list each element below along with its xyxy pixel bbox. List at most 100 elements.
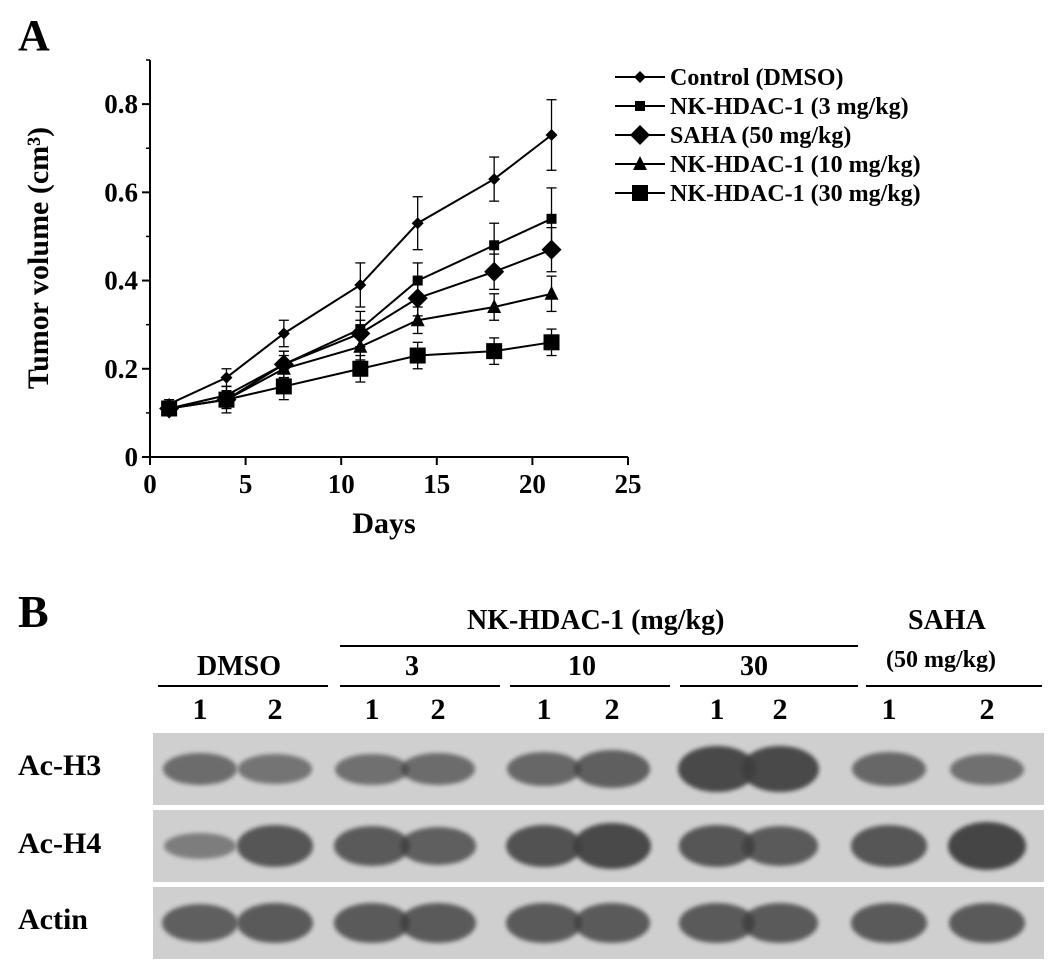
lane-number: 1 — [536, 693, 552, 726]
blot-band — [950, 753, 1024, 785]
dose-3-label: 3 — [405, 651, 419, 682]
data-point — [484, 261, 505, 282]
data-point — [161, 400, 178, 417]
lane-number: 2 — [772, 693, 788, 726]
data-point — [487, 299, 502, 314]
data-point — [489, 240, 500, 251]
blot-band — [335, 753, 409, 785]
data-point — [545, 128, 558, 141]
data-point — [220, 371, 233, 384]
series-5 — [161, 328, 560, 417]
data-point — [275, 378, 292, 395]
legend-label: NK-HDAC-1 (30 mg/kg) — [670, 181, 921, 207]
blot-band — [505, 824, 583, 868]
lane-number: 2 — [604, 693, 620, 726]
blot-band — [238, 754, 312, 784]
x-tick-label: 10 — [328, 469, 355, 499]
dose-30-label: 30 — [740, 651, 768, 682]
data-point — [277, 327, 290, 340]
x-axis-title: Days — [352, 507, 415, 540]
blot-band — [851, 903, 927, 943]
dose-30-line — [680, 685, 858, 687]
panel-b-label: B — [18, 586, 49, 637]
chart-legend: Control (DMSO) NK-HDAC-1 (3 mg/kg) SAHA (5… — [615, 65, 921, 207]
legend-item-5: NK-HDAC-1 (30 mg/kg) — [615, 181, 921, 207]
legend-label: SAHA (50 mg/kg) — [670, 123, 851, 149]
data-point — [218, 391, 235, 408]
chart-axes — [149, 60, 628, 458]
data-point — [544, 285, 559, 300]
blot-band — [236, 825, 314, 867]
data-point — [276, 360, 291, 375]
legend-item-4: NK-HDAC-1 (10 mg/kg) — [615, 152, 921, 178]
chart-ticks: 0 5 10 15 20 25 0 0.2 0.4 0.6 0.8 — [104, 59, 642, 499]
dmso-group-label: DMSO — [197, 651, 281, 682]
x-tick-label: 20 — [519, 469, 546, 499]
x-tick-label: 25 — [615, 469, 642, 499]
blot-band — [162, 752, 238, 786]
row-label-ac-h3: Ac-H3 — [18, 749, 102, 782]
legend-marker — [630, 125, 650, 145]
blot-band — [850, 825, 928, 867]
blot-band — [948, 822, 1026, 870]
legend-label: NK-HDAC-1 (10 mg/kg) — [670, 152, 921, 178]
data-point — [409, 347, 426, 364]
series-layer — [159, 99, 562, 419]
data-point — [411, 217, 424, 230]
blot-band — [400, 827, 476, 865]
saha-group-label: SAHA — [908, 605, 986, 636]
blot-band — [742, 903, 818, 943]
x-tick-label: 0 — [143, 469, 157, 499]
lane-number: 1 — [709, 693, 725, 726]
blot-band — [574, 750, 650, 788]
data-point — [352, 360, 369, 377]
data-point — [546, 213, 557, 224]
y-tick-label: 0.8 — [104, 89, 138, 119]
y-tick-label: 0 — [125, 442, 139, 472]
y-tick-label: 0.6 — [104, 177, 138, 207]
lane-number: 1 — [364, 693, 380, 726]
dose-3-line — [340, 685, 500, 687]
legend-item-1: Control (DMSO) — [615, 65, 844, 91]
x-tick-label: 5 — [239, 469, 253, 499]
blot-band — [506, 903, 582, 943]
dmso-group-line — [158, 685, 328, 687]
blot-band — [400, 752, 476, 786]
lane-number: 2 — [267, 693, 283, 726]
blot-band — [162, 904, 238, 942]
data-point — [543, 334, 560, 351]
western-blot-panel: B NK-HDAC-1 (mg/kg) SAHA (50 mg/kg) DMSO… — [0, 585, 1051, 964]
legend-label: Control (DMSO) — [670, 65, 844, 91]
y-tick-label: 0.4 — [104, 266, 138, 296]
blot-band — [334, 826, 410, 866]
blot-band — [506, 751, 582, 787]
data-point — [407, 288, 428, 309]
blot-band — [851, 751, 927, 787]
lane-number: 1 — [192, 693, 208, 726]
legend-marker — [635, 101, 645, 111]
nk-hdac-group-label: NK-HDAC-1 (mg/kg) — [467, 605, 725, 636]
saha-group-line — [866, 685, 1042, 687]
y-tick-label: 0.2 — [104, 354, 138, 384]
legend-item-2: NK-HDAC-1 (3 mg/kg) — [615, 94, 909, 120]
data-point — [354, 278, 367, 291]
blot-band — [742, 826, 818, 866]
panel-a-label: A — [18, 11, 50, 60]
dose-10-label: 10 — [568, 651, 596, 682]
legend-label: NK-HDAC-1 (3 mg/kg) — [670, 94, 909, 120]
saha-dose-label: (50 mg/kg) — [886, 647, 996, 673]
blot-band — [574, 903, 650, 943]
data-point — [541, 239, 562, 260]
blot-band — [163, 833, 237, 859]
blot-band — [949, 903, 1025, 943]
blot-band — [400, 903, 476, 943]
legend-marker — [633, 156, 647, 170]
blot-band — [741, 745, 819, 793]
legend-marker — [632, 185, 648, 201]
lane-number: 2 — [430, 693, 446, 726]
blot-band — [573, 822, 651, 870]
data-point — [486, 343, 503, 360]
data-point — [410, 312, 425, 327]
dose-10-line — [510, 685, 670, 687]
blot-band — [334, 903, 410, 943]
